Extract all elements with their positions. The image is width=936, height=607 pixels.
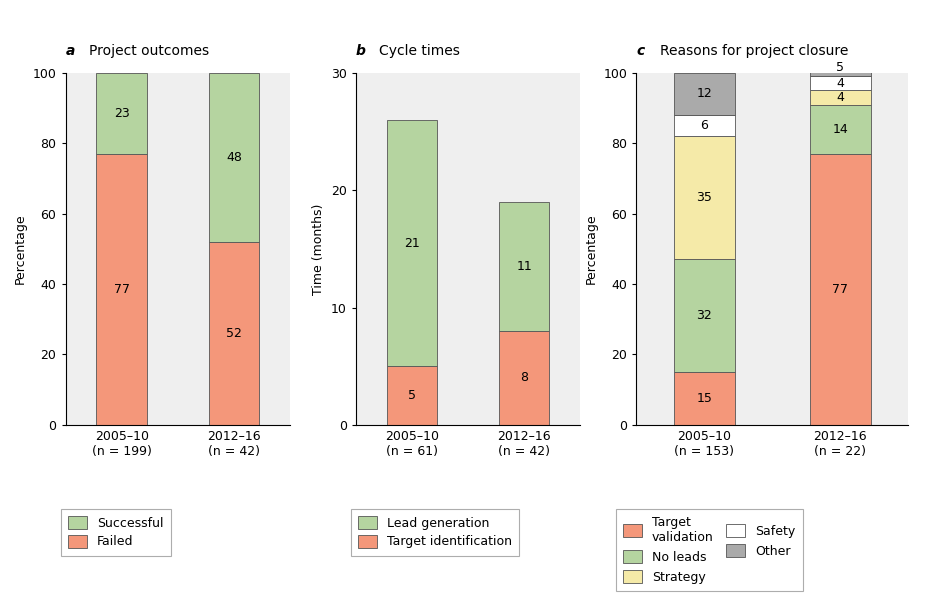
Bar (387, 120, 437, 366)
Text: Cycle times: Cycle times (379, 44, 460, 58)
Text: 11: 11 (517, 260, 532, 273)
Bar (810, 104, 870, 154)
Bar (674, 115, 735, 136)
Bar (96, 154, 147, 425)
Text: 12: 12 (696, 87, 712, 101)
Bar (96, 73, 147, 154)
Legend: Successful, Failed: Successful, Failed (61, 509, 170, 556)
Bar (674, 372, 735, 425)
Bar (810, 90, 870, 104)
Text: Project outcomes: Project outcomes (89, 44, 209, 58)
Text: 4: 4 (836, 91, 844, 104)
Text: 14: 14 (832, 123, 848, 136)
Text: 21: 21 (404, 237, 419, 249)
Text: 32: 32 (696, 309, 712, 322)
Text: 52: 52 (227, 327, 241, 340)
Bar (674, 259, 735, 372)
Text: 77: 77 (113, 283, 130, 296)
Bar (674, 73, 735, 115)
Text: Reasons for project closure: Reasons for project closure (660, 44, 848, 58)
Text: 15: 15 (696, 392, 712, 405)
Text: 4: 4 (836, 77, 844, 90)
Text: c: c (636, 44, 645, 58)
Y-axis label: Time (months): Time (months) (313, 203, 325, 294)
Text: b: b (356, 44, 366, 58)
Y-axis label: Percentage: Percentage (14, 214, 27, 284)
Bar (209, 73, 259, 242)
Bar (209, 242, 259, 425)
Legend: Target
validation, No leads, Strategy, Safety, Other: Target validation, No leads, Strategy, S… (616, 509, 802, 591)
Bar (674, 136, 735, 259)
Text: 5: 5 (408, 389, 416, 402)
Bar (499, 331, 549, 425)
Text: 5: 5 (836, 61, 844, 74)
Text: 77: 77 (832, 283, 848, 296)
Bar (810, 154, 870, 425)
Y-axis label: Percentage: Percentage (585, 214, 598, 284)
Text: a: a (66, 44, 75, 58)
Bar (387, 366, 437, 425)
Bar (810, 76, 870, 90)
Text: 35: 35 (696, 191, 712, 205)
Bar (499, 202, 549, 331)
Legend: Lead generation, Target identification: Lead generation, Target identification (351, 509, 519, 556)
Text: 23: 23 (114, 107, 129, 120)
Text: 8: 8 (520, 371, 528, 384)
Text: 48: 48 (227, 151, 241, 164)
Bar (810, 59, 870, 76)
Text: 6: 6 (700, 119, 709, 132)
